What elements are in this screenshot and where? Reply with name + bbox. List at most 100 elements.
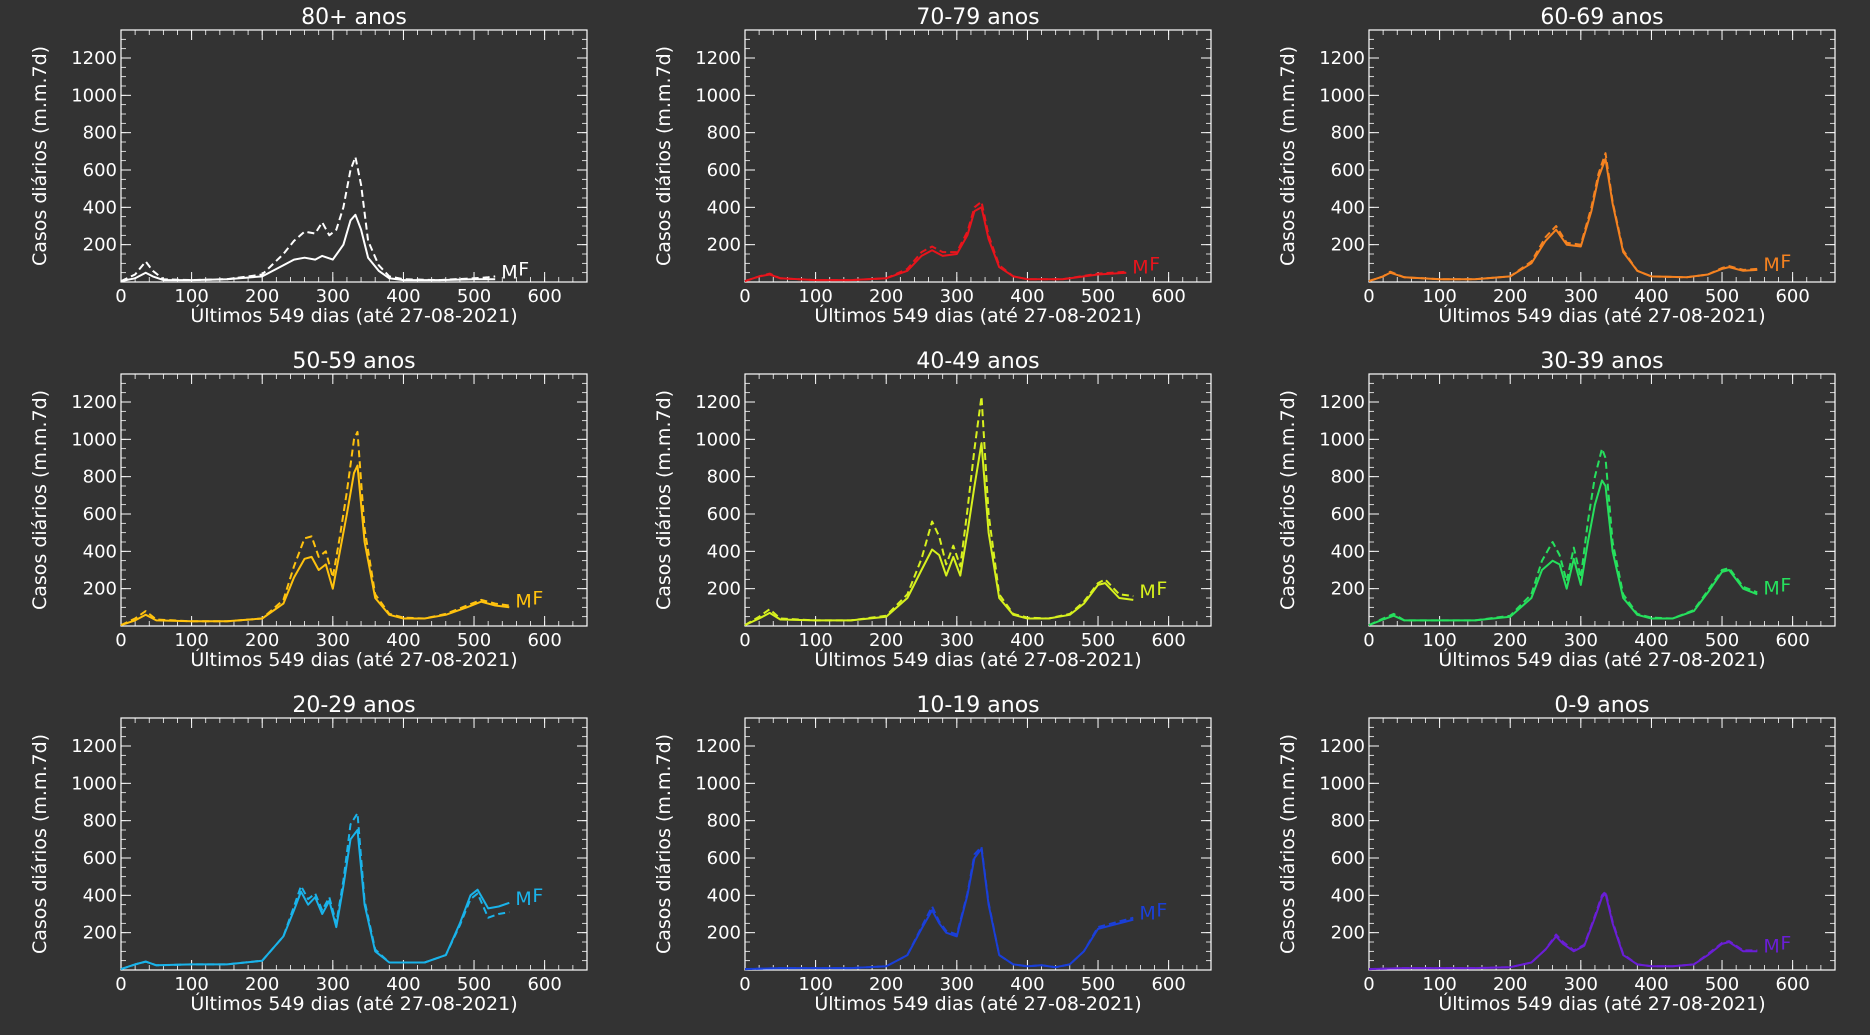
plot-frame <box>120 717 588 971</box>
y-axis-label: Casos diários (m.m.7d) <box>1277 390 1299 610</box>
x-tick-label: 300 <box>1564 286 1598 307</box>
plot-frame <box>744 373 1212 627</box>
x-tick-label: 300 <box>940 630 974 651</box>
y-tick-label: 600 <box>707 848 741 869</box>
panel-0: 80+ anos 0 100 200 300 400 500 600 200 400 600 800 1… <box>29 5 588 327</box>
legend-f: F <box>1780 574 1791 596</box>
series-line-f <box>744 845 1134 971</box>
y-tick-label: 400 <box>83 197 117 218</box>
x-tick-label: 300 <box>940 286 974 307</box>
x-tick-label: 0 <box>739 974 750 995</box>
x-tick-label: 500 <box>1081 630 1115 651</box>
legend-f: F <box>518 258 529 280</box>
y-axis-label: Casos diários (m.m.7d) <box>29 46 51 266</box>
legend-m: M <box>1763 577 1779 599</box>
x-tick-label: 200 <box>1493 630 1527 651</box>
x-axis-label: Últimos 549 dias (até 27-08-2021) <box>190 991 517 1015</box>
y-tick-label: 1000 <box>1319 85 1365 106</box>
x-tick-label: 200 <box>1493 974 1527 995</box>
chart-title: 80+ anos <box>301 5 407 30</box>
y-tick-label: 400 <box>83 541 117 562</box>
chart-title: 20-29 anos <box>292 693 415 718</box>
series-line-f <box>120 812 510 971</box>
y-tick-label: 1000 <box>71 429 117 450</box>
x-tick-label: 0 <box>739 286 750 307</box>
y-tick-label: 400 <box>707 197 741 218</box>
y-tick-label: 600 <box>707 160 741 181</box>
x-tick-label: 0 <box>115 974 126 995</box>
chart-title: 30-39 anos <box>1540 349 1663 374</box>
y-tick-label: 200 <box>1331 923 1365 944</box>
series-line-m <box>120 829 510 971</box>
y-axis-label: Casos diários (m.m.7d) <box>1277 46 1299 266</box>
y-tick-label: 400 <box>1331 885 1365 906</box>
y-tick-label: 1000 <box>71 85 117 106</box>
chart-title: 70-79 anos <box>916 5 1039 30</box>
x-tick-label: 300 <box>316 974 350 995</box>
legend-f: F <box>1156 578 1167 600</box>
y-tick-label: 1200 <box>1319 392 1365 413</box>
panel-6: 20-29 anos 0 100 200 300 400 500 600 200 400 600 80… <box>29 693 588 1015</box>
x-axis-label: Últimos 549 dias (até 27-08-2021) <box>1438 647 1765 671</box>
x-tick-label: 600 <box>1775 286 1809 307</box>
y-tick-label: 1000 <box>1319 773 1365 794</box>
y-tick-label: 800 <box>1331 811 1365 832</box>
panel-7: 10-19 anos 0 100 200 300 400 500 600 200 400 600 80… <box>653 693 1212 1015</box>
x-tick-label: 100 <box>174 974 208 995</box>
x-tick-label: 500 <box>1081 974 1115 995</box>
chart-title: 0-9 anos <box>1554 693 1649 718</box>
y-tick-label: 600 <box>1331 504 1365 525</box>
x-tick-label: 100 <box>174 286 208 307</box>
y-tick-label: 1200 <box>695 736 741 757</box>
y-axis-label: Casos diários (m.m.7d) <box>653 734 675 954</box>
x-tick-label: 200 <box>869 974 903 995</box>
y-tick-label: 600 <box>1331 848 1365 869</box>
x-tick-label: 500 <box>457 974 491 995</box>
x-tick-label: 400 <box>1010 974 1044 995</box>
y-tick-label: 1200 <box>695 48 741 69</box>
x-tick-label: 100 <box>1422 630 1456 651</box>
x-axis-label: Últimos 549 dias (até 27-08-2021) <box>814 303 1141 327</box>
y-tick-label: 800 <box>707 811 741 832</box>
x-tick-label: 200 <box>245 974 279 995</box>
series-line-f <box>1368 890 1758 971</box>
y-tick-label: 1000 <box>71 773 117 794</box>
y-tick-label: 600 <box>83 160 117 181</box>
x-tick-label: 400 <box>1010 630 1044 651</box>
x-tick-label: 400 <box>1634 630 1668 651</box>
x-tick-label: 500 <box>1705 630 1739 651</box>
y-tick-label: 400 <box>83 885 117 906</box>
y-axis-label: Casos diários (m.m.7d) <box>653 46 675 266</box>
x-tick-label: 200 <box>1493 286 1527 307</box>
x-tick-label: 200 <box>245 630 279 651</box>
y-tick-label: 800 <box>1331 123 1365 144</box>
x-axis-label: Últimos 549 dias (até 27-08-2021) <box>1438 991 1765 1015</box>
x-tick-label: 300 <box>1564 974 1598 995</box>
x-tick-label: 600 <box>1775 630 1809 651</box>
y-tick-label: 1000 <box>695 773 741 794</box>
panel-1: 70-79 anos 0 100 200 300 400 500 600 200 400 600 80… <box>653 5 1212 327</box>
legend-m: M <box>515 590 531 612</box>
x-tick-label: 400 <box>1010 286 1044 307</box>
series-line-f <box>744 200 1127 283</box>
series-line-m <box>744 206 1127 283</box>
x-axis-label: Últimos 549 dias (até 27-08-2021) <box>190 647 517 671</box>
x-tick-label: 100 <box>1422 286 1456 307</box>
y-tick-label: 800 <box>83 811 117 832</box>
chart-title: 50-59 anos <box>292 349 415 374</box>
y-tick-label: 200 <box>707 923 741 944</box>
x-tick-label: 100 <box>1422 974 1456 995</box>
x-tick-label: 100 <box>798 974 832 995</box>
plot-frame <box>1368 29 1836 283</box>
plot-frame <box>1368 373 1836 627</box>
legend-f: F <box>1780 932 1791 954</box>
x-tick-label: 500 <box>1705 286 1739 307</box>
legend-f: F <box>532 885 543 907</box>
plot-frame <box>120 29 588 283</box>
x-tick-label: 300 <box>316 286 350 307</box>
panel-4: 40-49 anos 0 100 200 300 400 500 600 200 400 600 80… <box>653 349 1212 671</box>
chart-title: 10-19 anos <box>916 693 1039 718</box>
x-tick-label: 100 <box>174 630 208 651</box>
x-tick-label: 200 <box>869 630 903 651</box>
